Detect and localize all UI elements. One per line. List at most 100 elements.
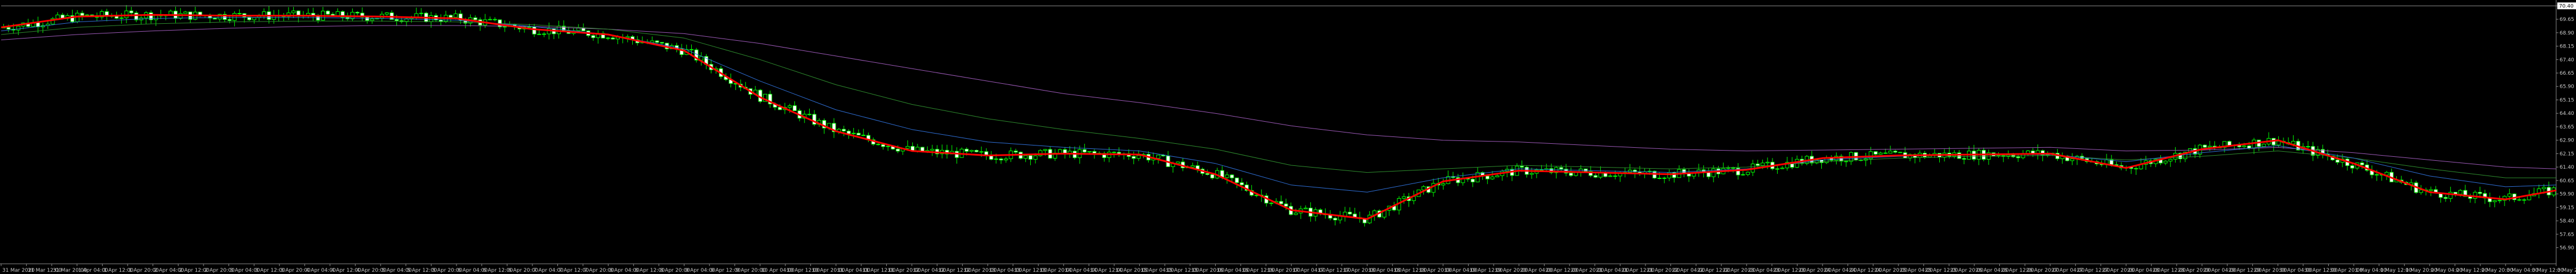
x-tick-label: 15 Apr 20:00 [1191,268,1225,273]
candle-body [365,16,370,21]
candle-body [856,132,861,136]
x-tick-label: 16 Apr 04:00 [1216,268,1250,273]
candle-body [861,135,866,136]
x-tick-label: 3 Apr 12:00 [255,268,285,273]
x-tick-label: 3 May 20:00 [2557,268,2576,273]
candle-body [625,36,630,38]
x-tick-label: 27 Apr 20:00 [2102,268,2135,273]
x-tick-label: 4 Apr 12:00 [331,268,361,273]
candle-body [124,10,129,19]
ma-series-1 [1,17,2557,192]
candle-body [812,114,817,125]
x-tick-label: 24 Apr 04:00 [1824,268,1857,273]
candle-body [930,149,934,151]
candle-body [1234,177,1239,183]
candle-body [355,12,359,14]
candle-body [2276,140,2281,145]
candle-body [2183,152,2188,160]
candle-body [2207,145,2212,148]
candle-body [807,114,811,115]
x-tick-label: 6 Apr 04:00 [458,268,488,273]
x-tick-label: 25 Apr 04:00 [1900,268,1933,273]
candle-body [291,10,296,14]
x-tick-label: 21 Apr 20:00 [1647,268,1680,273]
candle-body [1647,170,1652,172]
x-tick-label: 25 Apr 20:00 [1950,268,1983,273]
candle-body [2163,161,2168,164]
candle-body [384,12,389,15]
candle-body [1529,173,1534,175]
candle-body [454,13,458,18]
x-tick-label: 22 Apr 20:00 [1723,268,1756,273]
x-tick-label: 20 Apr 12:00 [1545,268,1579,273]
x-tick-label: 24 Apr 20:00 [1874,268,1907,273]
candle-body [1348,212,1352,215]
x-tick-label: 21 Apr 12:00 [1621,268,1655,273]
candle-body [969,150,974,152]
candle-body [2443,197,2448,199]
candle-body [1888,151,1893,154]
candle-body [2070,159,2074,161]
candle-body [1878,152,1883,155]
candle-body [316,16,320,21]
candle-body [1559,167,1563,170]
x-tick-label: 14 Apr 12:00 [1090,268,1123,273]
candle-body [2541,187,2546,189]
x-tick-label: 28 Apr 04:00 [2127,268,2161,273]
x-tick-label: 1 Apr 12:00 [103,268,133,273]
x-tick-label: 4 Apr 20:00 [357,268,387,273]
candle-body [80,12,84,16]
x-tick-label: 23 Apr 20:00 [1799,268,1832,273]
candle-body [1175,161,1180,164]
candle-body [2247,145,2251,149]
candle-body [699,56,704,61]
candle-body [1136,155,1141,159]
y-tick-label: 59.15 [2560,205,2574,211]
y-tick-label: 62.15 [2560,151,2574,157]
y-tick-label: 69.65 [2560,17,2574,23]
x-tick-label: 18 Apr 12:00 [1394,268,1427,273]
candle-body [895,148,900,152]
candle-body [473,17,477,20]
candle-body [222,14,227,20]
current-price-marker [2557,2,2576,10]
candle-body [532,27,536,35]
x-tick-label: 31 Mar 12:00 [28,268,62,273]
candle-body [788,105,792,108]
x-tick-label: 2 May 12:00 [2456,268,2488,273]
candle-body [965,148,969,152]
ma-series-0 [1,14,2557,220]
candle-body [906,145,910,149]
candle-body [2473,192,2477,199]
candle-body [1156,155,1161,159]
current-price-label: 70.40 [2559,3,2574,9]
candle-body [537,33,542,35]
x-tick-label: 28 Apr 20:00 [2178,268,2211,273]
ma-series-3 [1,25,2557,169]
x-tick-label: 16 Apr 20:00 [1267,268,1301,273]
candle-body [154,15,158,20]
candle-body [841,129,846,132]
candle-body [1441,183,1445,186]
candle-body [340,11,345,18]
y-tick-label: 68.90 [2560,31,2574,36]
candle-body [404,18,409,22]
x-tick-label: 4 Apr 04:00 [306,268,336,273]
candle-body [1230,174,1234,178]
candle-body [449,15,453,18]
candle-body [1844,161,1849,162]
x-tick-label: 26 Apr 12:00 [2000,268,2034,273]
x-tick-label: 17 Apr 04:00 [1292,268,1326,273]
candle-body [876,144,881,145]
candle-body [1333,217,1338,221]
candle-body [1608,175,1613,177]
candle-body [488,19,492,20]
x-tick-label: 13 Apr 12:00 [1014,268,1048,273]
candle-body [1490,176,1495,179]
candle-body [851,132,856,134]
x-tick-label: 27 Apr 04:00 [2052,268,2085,273]
x-tick-label: 30 Apr 20:00 [2329,268,2363,273]
candle-body [689,49,694,50]
candle-body [886,145,890,147]
